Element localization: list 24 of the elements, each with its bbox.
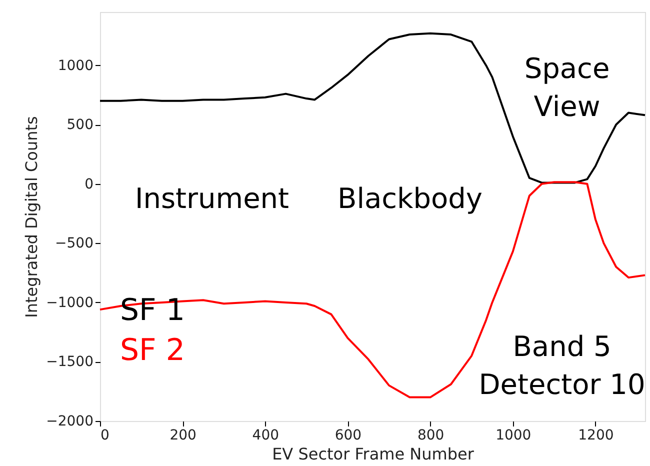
- series-label: SF 2: [120, 333, 185, 368]
- text: SF 1: [120, 293, 185, 328]
- y-tick-label: −2000: [46, 414, 94, 430]
- x-tick-label: 400: [252, 428, 280, 444]
- annotation: Blackbody: [337, 182, 483, 215]
- x-tick-label: 1000: [496, 428, 532, 444]
- annotation: Instrument: [134, 182, 290, 215]
- line-series: [99, 181, 646, 398]
- y-tick-label: 0: [84, 176, 94, 192]
- y-tick-label: 500: [66, 117, 94, 134]
- x-tick-label: 0: [100, 428, 110, 444]
- annotation: Band 5 Detector 10: [478, 330, 646, 401]
- annotation: Space View: [524, 52, 610, 123]
- x-tick-label: 200: [170, 428, 196, 444]
- x-tick-label: 800: [417, 428, 444, 444]
- y-tick-label: −500: [55, 236, 94, 252]
- x-tick-label: 600: [334, 428, 362, 444]
- y-tick-label: −1500: [46, 354, 94, 370]
- y-tick-label: 1000: [58, 58, 94, 74]
- x-tick-label: 1200: [578, 428, 614, 444]
- y-tick-label: −1000: [46, 294, 94, 311]
- x-axis-title: EV Sector Frame Number: [272, 444, 474, 464]
- y-axis-title: Integrated Digital Counts: [22, 116, 42, 318]
- line-series: [99, 32, 646, 184]
